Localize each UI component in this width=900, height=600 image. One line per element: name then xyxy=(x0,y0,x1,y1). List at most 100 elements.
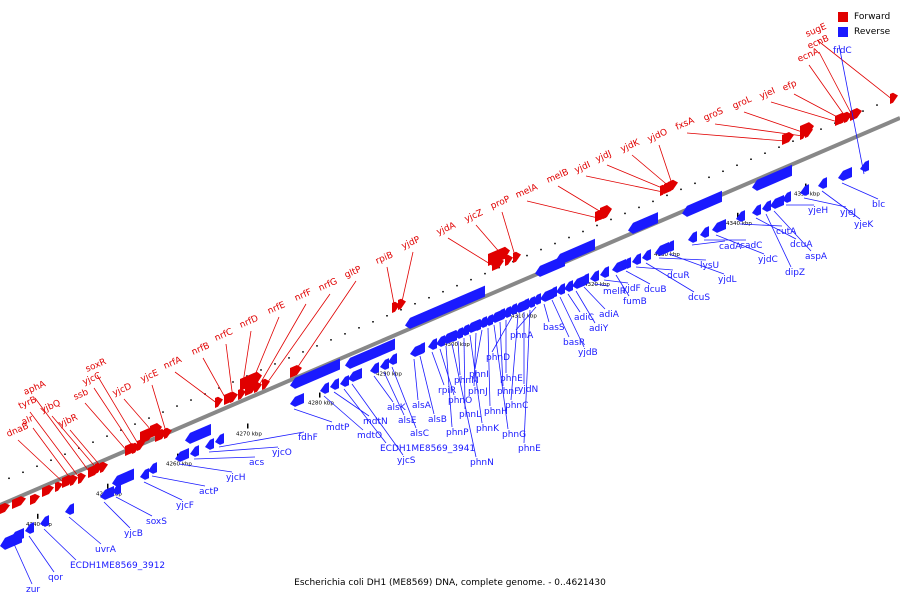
forward-gene-arrow-alr-1 xyxy=(70,474,78,486)
forward-label-leader xyxy=(743,111,809,135)
tick-mark xyxy=(107,483,109,489)
forward-gene-label-yjdk-28: yjdK xyxy=(619,137,642,154)
marker-dot xyxy=(862,110,864,112)
reverse-label-leader xyxy=(523,309,531,444)
legend: Forward Reverse xyxy=(838,9,890,39)
marker-dot xyxy=(414,302,416,305)
reverse-gene-label-phnf-33: phnF xyxy=(497,387,519,397)
reverse-gene-label-yjcf-6: yjcF xyxy=(176,501,194,511)
reverse-label-leader xyxy=(43,528,77,561)
reverse-gene-arrow-yjcb-4 xyxy=(100,485,114,500)
forward-genes: dnaBalrtyrBaphAyjbQyjbRssbyjcCsoxRyjcDyj… xyxy=(0,22,898,514)
tick-label: 4300 kbp xyxy=(444,342,470,348)
reverse-gene-arrow-dipz-59 xyxy=(762,200,771,212)
reverse-gene-arrow-phnh-31 xyxy=(484,314,493,326)
reverse-gene-arrow-phnm-26 xyxy=(454,327,463,339)
reverse-label-leader xyxy=(567,293,581,313)
reverse-gene-label-alse-18: alsE xyxy=(398,416,417,426)
reverse-gene-label-qor-1: qor xyxy=(48,573,63,583)
marker-dot xyxy=(442,290,444,293)
reverse-gene-label-ecdh1me8569-3912-2: ECDH1ME8569_3912 xyxy=(70,561,165,571)
reverse-gene-label-phna-39: phnA xyxy=(510,331,534,341)
reverse-gene-label-phno-23: phnO xyxy=(448,396,472,406)
reverse-gene-arrow-ecdh1me8569-3941-15 xyxy=(340,375,349,387)
forward-gene-block xyxy=(488,246,510,266)
reverse-gene-run xyxy=(185,423,211,444)
reverse-label-leader xyxy=(68,516,102,545)
marker-dot xyxy=(680,188,682,191)
marker-dot xyxy=(708,176,710,179)
reverse-label-leader xyxy=(439,348,455,396)
forward-label-leader xyxy=(93,387,136,451)
forward-gene-arrow-yjcz-22 xyxy=(505,254,513,266)
reverse-gene-arrow-phni-30 xyxy=(478,316,487,328)
reverse-label-leader xyxy=(383,371,405,416)
forward-label-leader xyxy=(29,411,82,481)
reverse-gene-arrow-zur-0 xyxy=(10,527,24,542)
forward-gene-block xyxy=(150,422,162,438)
reverse-label-leader xyxy=(625,270,651,285)
reverse-label-leader xyxy=(431,351,445,386)
reverse-gene-label-phnh-31: phnH xyxy=(484,407,508,417)
legend-forward: Forward xyxy=(838,9,890,24)
reverse-gene-label-actp-7: actP xyxy=(199,487,219,497)
marker-dot xyxy=(148,417,150,419)
marker-dot xyxy=(540,248,542,251)
reverse-label-leader xyxy=(343,388,387,444)
forward-label-leader xyxy=(32,427,74,483)
forward-gene-label-tyrb-2: tyrB xyxy=(17,395,38,412)
reverse-gene-label-bass-40: basS xyxy=(543,323,565,333)
reverse-gene-label-mdtp-12: mdtP xyxy=(326,423,350,433)
reverse-label-leader xyxy=(13,543,33,585)
forward-label-leader xyxy=(816,39,894,101)
forward-label-leader xyxy=(151,384,168,436)
forward-gene-arrow-nrfd-14 xyxy=(238,388,246,400)
marker-dot xyxy=(358,327,360,329)
reverse-gene-arrow-phnj-29 xyxy=(472,319,481,331)
reverse-gene-arrow-mdtn-14 xyxy=(330,378,339,390)
forward-label-leader xyxy=(292,280,357,375)
marker-dot xyxy=(162,411,164,413)
reverse-gene-label-ecdh1me8569-3941-15: ECDH1ME8569_3941 xyxy=(380,444,475,454)
forward-gene-label-nrfd-14: nrfD xyxy=(238,314,260,331)
tick-mark xyxy=(247,423,249,429)
forward-label-leader xyxy=(686,132,786,142)
reverse-label-leader xyxy=(739,223,783,227)
forward-gene-arrow-yjdo-29 xyxy=(670,179,678,191)
forward-label-leader xyxy=(631,154,672,189)
marker-dot xyxy=(260,369,262,371)
forward-gene-label-alr-1: alr xyxy=(20,414,35,428)
reverse-label-leader xyxy=(493,324,509,430)
reverse-gene-arrow-fdhf-11 xyxy=(215,433,224,445)
forward-label-leader xyxy=(658,144,674,188)
reverse-label-leader xyxy=(474,329,483,370)
reverse-gene-run xyxy=(345,338,395,369)
reverse-label-leader xyxy=(178,463,233,473)
reverse-gene-arrow-alsb-21 xyxy=(416,342,425,354)
reverse-gene-arrow-yjcs-16 xyxy=(348,367,362,382)
marker-dot xyxy=(246,375,248,377)
reverse-gene-label-mdtn-14: mdtN xyxy=(363,417,388,427)
forward-gene-arrow xyxy=(0,502,10,514)
forward-label-leader xyxy=(84,402,129,453)
forward-label-leader xyxy=(34,397,92,475)
reverse-gene-label-fdhf-11: fdhF xyxy=(298,433,318,443)
marker-dot xyxy=(526,254,528,257)
marker-dot xyxy=(190,399,192,401)
forward-gene-label-yjei-33: yjeI xyxy=(758,86,777,102)
forward-gene-label-yjce-10: yjcE xyxy=(139,368,160,385)
reverse-label-leader xyxy=(457,340,461,376)
reverse-gene-run xyxy=(405,285,485,329)
reverse-gene-arrow-alsc-19 xyxy=(388,353,397,365)
forward-label-leader xyxy=(793,93,844,121)
reverse-label-leader xyxy=(419,355,435,415)
reverse-gene-arrow-basr-41 xyxy=(548,286,557,298)
reverse-gene-label-yjdl-53: yjdL xyxy=(718,275,737,285)
reverse-label-leader xyxy=(583,286,606,310)
forward-gene-label-yjbq-4: yjbQ xyxy=(39,398,62,415)
reverse-gene-arrow-blc-64 xyxy=(838,166,852,181)
reverse-gene-label-yjcb-4: yjcB xyxy=(124,529,143,539)
marker-dot xyxy=(134,423,136,425)
reverse-label-leader xyxy=(803,197,847,208)
marker-dot xyxy=(596,224,598,227)
